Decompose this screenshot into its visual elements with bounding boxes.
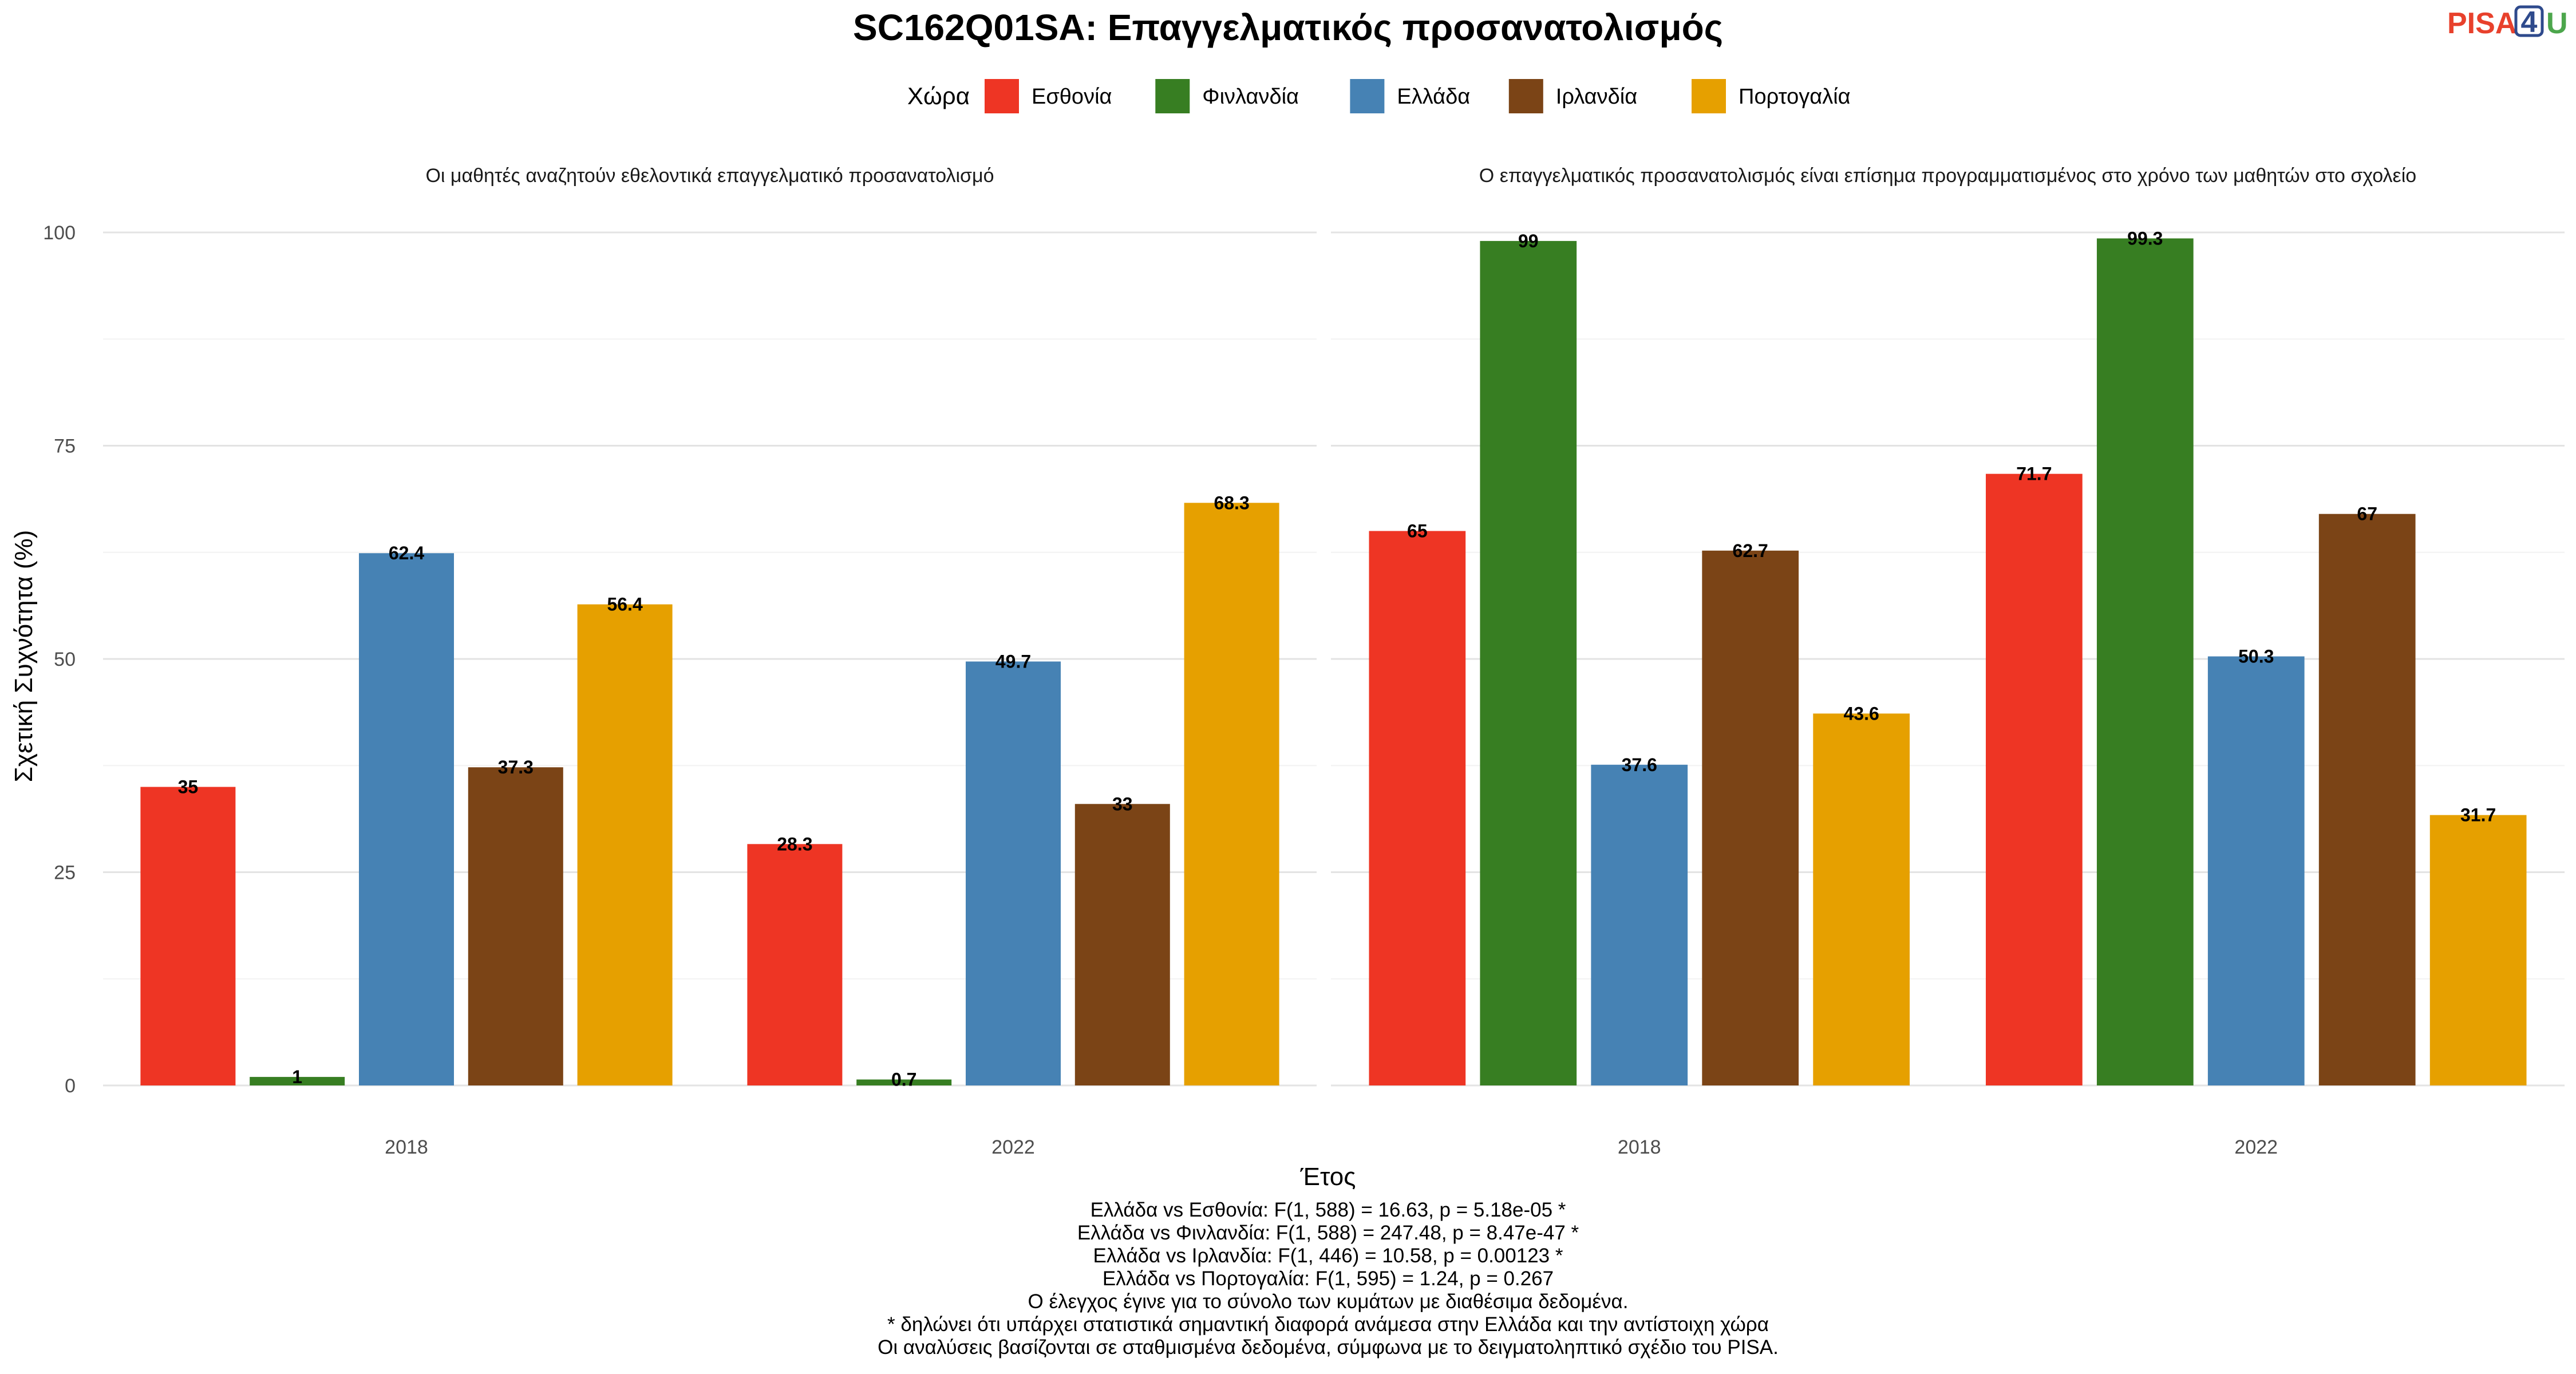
bar-value-label: 67 — [2357, 504, 2377, 524]
x-tick-label: 2022 — [991, 1136, 1035, 1158]
bar — [966, 661, 1061, 1085]
legend-swatch — [1508, 79, 1543, 113]
bar-value-label: 1 — [292, 1067, 302, 1087]
bar-value-label: 56.4 — [607, 594, 642, 615]
bar — [1702, 550, 1799, 1085]
bar-value-label: 35 — [178, 777, 199, 797]
logo-digit-box — [2514, 5, 2544, 37]
chart-panels: 0 25 50 75 100 Οι μαθητές αναζητούν εθελοντικ… — [43, 165, 2565, 1158]
footnotes: Ελλάδα vs Εσθονία: F(1, 588) = 16.63, p … — [878, 1199, 1779, 1359]
legend-item: Φινλανδία — [1155, 79, 1299, 113]
bar-value-label: 50.3 — [2238, 646, 2274, 667]
bar-value-label: 28.3 — [777, 834, 812, 854]
bar — [1985, 473, 2083, 1086]
bar — [2318, 514, 2416, 1085]
footnote-line: Ελλάδα vs Πορτογαλία: F(1, 595) = 1.24, … — [1103, 1268, 1554, 1290]
bar — [1591, 764, 1688, 1085]
legend-title: Χώρα — [907, 82, 970, 109]
bar-value-label: 37.3 — [498, 757, 534, 777]
footnote-line: Ο έλεγχος έγινε για το σύνολο των κυμάτω… — [1028, 1290, 1629, 1313]
logo-text-u: U — [2546, 7, 2568, 40]
y-tick-label: 75 — [54, 436, 76, 457]
bar — [140, 787, 236, 1085]
bar — [747, 844, 843, 1085]
legend-label: Φινλανδία — [1202, 85, 1299, 109]
logo-text-pisa: PISA — [2447, 7, 2516, 40]
bar — [2207, 656, 2305, 1085]
bar-value-label: 68.3 — [1214, 492, 1249, 513]
bar — [250, 1077, 345, 1085]
bar — [1184, 503, 1279, 1085]
facet-panel: Οι μαθητές αναζητούν εθελοντικά επαγγελμ… — [103, 165, 1317, 1158]
legend-item: Ιρλανδία — [1508, 79, 1637, 113]
bar-value-label: 37.6 — [1622, 755, 1657, 775]
x-tick-label: 2018 — [1618, 1136, 1661, 1158]
y-tick-label: 50 — [54, 649, 76, 670]
bar — [2096, 238, 2194, 1086]
y-tick-label: 0 — [65, 1075, 76, 1097]
legend-swatch — [1692, 79, 1726, 113]
facet-panel: Ο επαγγελματικός προσανατολισμός είναι ε… — [1331, 165, 2565, 1158]
footnote-line: Ελλάδα vs Ιρλανδία: F(1, 446) = 10.58, p… — [1093, 1245, 1563, 1267]
x-tick-label: 2022 — [2234, 1136, 2278, 1158]
bar-value-label: 71.7 — [2016, 464, 2052, 484]
bar-value-label: 31.7 — [2460, 805, 2496, 826]
bar — [856, 1079, 952, 1085]
legend-item: Εσθονία — [985, 79, 1112, 113]
y-axis-title: Σχετική Συχνότητα (%) — [10, 530, 38, 783]
footnote-line: Ελλάδα vs Φινλανδία: F(1, 588) = 247.48,… — [1077, 1222, 1579, 1244]
bar-value-label: 62.7 — [1733, 540, 1768, 561]
chart-title: SC162Q01SA: Επαγγελματικός προσανατολισμ… — [853, 7, 1723, 48]
legend: Χώρα Εσθονία Φινλανδία Ελλάδα Ιρλανδία Πορτογ… — [907, 79, 1851, 113]
bar-value-label: 99 — [1518, 231, 1539, 251]
legend-label: Πορτογαλία — [1739, 85, 1851, 109]
bar-value-label: 49.7 — [995, 651, 1031, 672]
x-axis-title: Έτος — [1300, 1163, 1356, 1191]
legend-swatch — [985, 79, 1019, 113]
y-tick-label: 25 — [54, 862, 76, 884]
footnote-line: Οι αναλύσεις βασίζονται σε σταθμισμένα δ… — [878, 1336, 1779, 1359]
pisa4u-logo: PISA 4 U — [2447, 5, 2568, 40]
bar — [1813, 713, 1910, 1085]
legend-item: Πορτογαλία — [1692, 79, 1851, 113]
footnote-line: * δηλώνει ότι υπάρχει στατιστικά σημαντι… — [887, 1313, 1769, 1336]
bar-value-label: 65 — [1407, 521, 1428, 542]
bar — [577, 604, 673, 1085]
legend-label: Εσθονία — [1032, 85, 1112, 109]
bar — [468, 767, 563, 1085]
bar — [1074, 804, 1170, 1085]
legend-swatch — [1155, 79, 1190, 113]
bar-value-label: 33 — [1112, 793, 1133, 814]
bar — [1369, 531, 1466, 1085]
bar — [2429, 815, 2527, 1085]
legend-swatch — [1350, 79, 1385, 113]
facet-title: Οι μαθητές αναζητούν εθελοντικά επαγγελμ… — [425, 165, 994, 187]
legend-label: Ιρλανδία — [1556, 85, 1637, 109]
bar — [1480, 240, 1577, 1085]
bar-value-label: 62.4 — [389, 543, 424, 563]
bar — [359, 553, 454, 1085]
footnote-line: Ελλάδα vs Εσθονία: F(1, 588) = 16.63, p … — [1091, 1199, 1566, 1221]
bar-value-label: 43.6 — [1844, 703, 1879, 724]
logo-text-digit: 4 — [2521, 6, 2538, 39]
legend-item: Ελλάδα — [1350, 79, 1470, 113]
facet-title: Ο επαγγελματικός προσανατολισμός είναι ε… — [1479, 165, 2416, 187]
x-tick-label: 2018 — [385, 1136, 428, 1158]
y-tick-label: 100 — [43, 222, 76, 244]
bar-value-label: 99.3 — [2127, 228, 2163, 248]
legend-label: Ελλάδα — [1397, 85, 1470, 109]
bar-value-label: 0.7 — [891, 1069, 916, 1090]
